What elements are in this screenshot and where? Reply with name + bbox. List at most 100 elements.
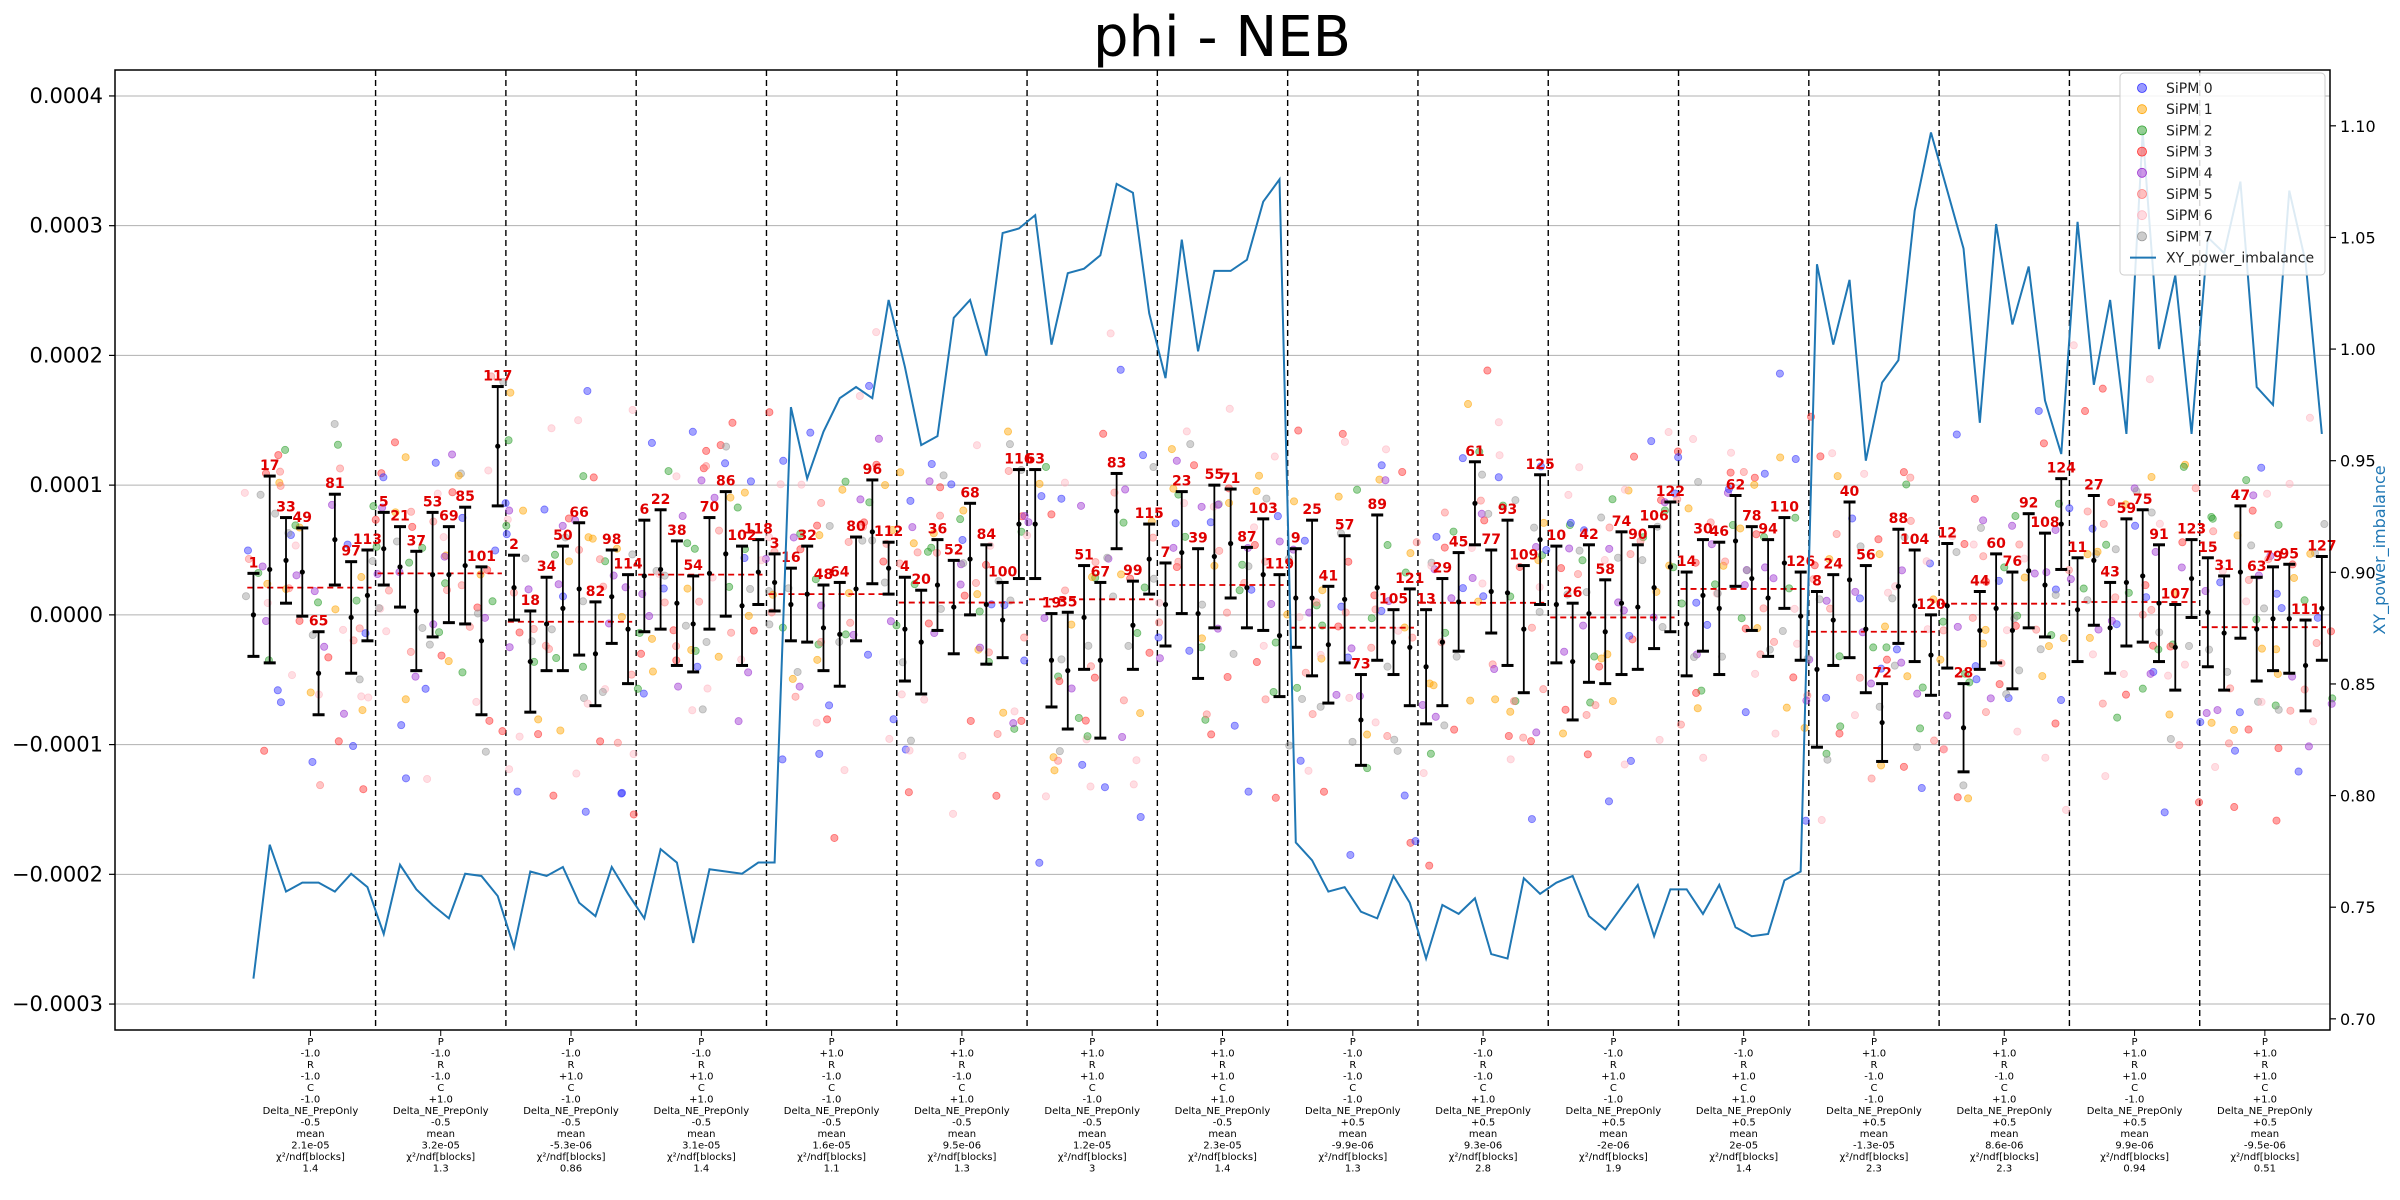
block-mean-point: [1700, 592, 1706, 599]
block-mean-point: [478, 638, 485, 644]
sipm-point: [1119, 696, 1128, 705]
legend-marker: [2137, 210, 2147, 221]
sipm-point: [1506, 707, 1515, 716]
sipm-point: [2195, 798, 2204, 807]
sipm-point: [1285, 741, 1294, 750]
sipm-point: [1801, 816, 1810, 825]
block-label: 68: [960, 485, 979, 501]
sipm-point: [1149, 574, 1158, 583]
sipm-point: [491, 546, 500, 555]
sipm-point: [476, 570, 485, 579]
sipm-point: [1429, 681, 1438, 690]
group-label-line: -1.0: [301, 1095, 321, 1106]
sipm-point: [1406, 549, 1415, 558]
sipm-point: [1332, 690, 1341, 699]
sipm-point: [2059, 634, 2068, 643]
sipm-point: [889, 715, 898, 724]
block-mean-point: [1456, 599, 1462, 605]
sipm-point: [1040, 614, 1049, 623]
block-label: 104: [1900, 532, 1929, 548]
sipm-point: [2102, 540, 2111, 549]
block-label: 63: [2247, 559, 2266, 575]
group-label-line: R: [1349, 1060, 1356, 1071]
y2-tick-label: 0.95: [2340, 452, 2376, 471]
sipm-point: [1024, 518, 1033, 527]
sipm-point: [561, 533, 570, 542]
sipm-point: [240, 488, 249, 497]
sipm-point: [1940, 745, 1949, 754]
sipm-point: [695, 597, 704, 606]
sipm-point: [1020, 633, 1029, 642]
group-label-line: -1.0: [952, 1072, 972, 1083]
sipm-point: [2196, 718, 2205, 727]
sipm-point: [598, 688, 607, 697]
group-label-line: Delta_NE_PrepOnly: [393, 1106, 489, 1117]
block-label: 126: [1786, 554, 1815, 570]
block-mean-point: [511, 585, 517, 591]
block-label: 70: [700, 500, 720, 516]
sipm-point: [936, 511, 945, 520]
block-mean-point: [2009, 627, 2016, 634]
group-label-line: 8.6e-06: [1985, 1141, 2023, 1152]
group-label-line: 1.9: [1605, 1164, 1621, 1175]
sipm-point: [1432, 532, 1441, 541]
sipm-point: [472, 697, 481, 706]
sipm-point: [1047, 510, 1056, 519]
sipm-point: [2051, 525, 2060, 534]
sipm-point: [906, 496, 915, 505]
sipm-point: [703, 684, 712, 693]
sipm-point: [384, 586, 393, 595]
group-label-line: 2.3: [1996, 1164, 2012, 1175]
block-label: 90: [1628, 527, 1648, 543]
sipm-point: [1169, 484, 1178, 493]
group-label-line: -1.0: [1343, 1049, 1363, 1060]
block-label: 27: [2084, 478, 2103, 494]
sipm-point: [1425, 679, 1434, 688]
legend-marker: [2137, 189, 2147, 199]
sipm-point: [243, 546, 252, 555]
sipm-point: [788, 674, 797, 683]
legend-marker: [2137, 231, 2147, 242]
sipm-point: [749, 626, 758, 635]
group-label-line: 1.1: [824, 1164, 840, 1175]
sipm-point: [1899, 468, 1908, 477]
sipm-point: [1981, 708, 1990, 717]
sipm-point: [1750, 480, 1759, 489]
sipm-point: [2175, 741, 2184, 750]
block-label: 88: [1889, 511, 1908, 527]
sipm-point: [1504, 732, 1513, 741]
group-label-line: C: [2261, 1083, 2268, 1094]
sipm-point: [1004, 466, 1013, 475]
sipm-point: [1476, 496, 1485, 505]
sipm-point: [1347, 644, 1356, 653]
sipm-point: [1197, 634, 1206, 643]
sipm-point: [1986, 694, 1995, 703]
sipm-point: [1338, 429, 1347, 438]
sipm-point: [2044, 642, 2053, 651]
sipm-point: [273, 686, 282, 695]
sipm-point: [330, 419, 339, 428]
group-label-line: mean: [1990, 1129, 2018, 1140]
sipm-point: [1440, 721, 1449, 730]
sipm-point: [2177, 563, 2186, 572]
block-mean-point: [1895, 583, 1902, 589]
sipm-point: [2132, 487, 2141, 496]
block-label: 57: [1335, 518, 1354, 534]
group-label-line: -1.0: [1343, 1072, 1363, 1083]
block-mean-point: [397, 564, 403, 570]
sipm-point: [448, 488, 457, 497]
sipm-point: [1477, 509, 1486, 518]
sipm-point: [1400, 791, 1409, 800]
group-label-line: Delta_NE_PrepOnly: [1044, 1106, 1140, 1117]
group-label-line: +1.0: [1732, 1095, 1756, 1106]
sipm-point: [359, 785, 368, 794]
sipm-point: [2160, 808, 2169, 817]
block-mean-point: [332, 537, 338, 543]
block-mean-point: [1553, 601, 1559, 608]
sipm-point: [906, 736, 915, 745]
sipm-point: [364, 693, 373, 702]
group-label-line: Delta_NE_PrepOnly: [2087, 1106, 2183, 1117]
sipm-point: [1345, 693, 1354, 702]
sipm-point: [1660, 506, 1669, 515]
